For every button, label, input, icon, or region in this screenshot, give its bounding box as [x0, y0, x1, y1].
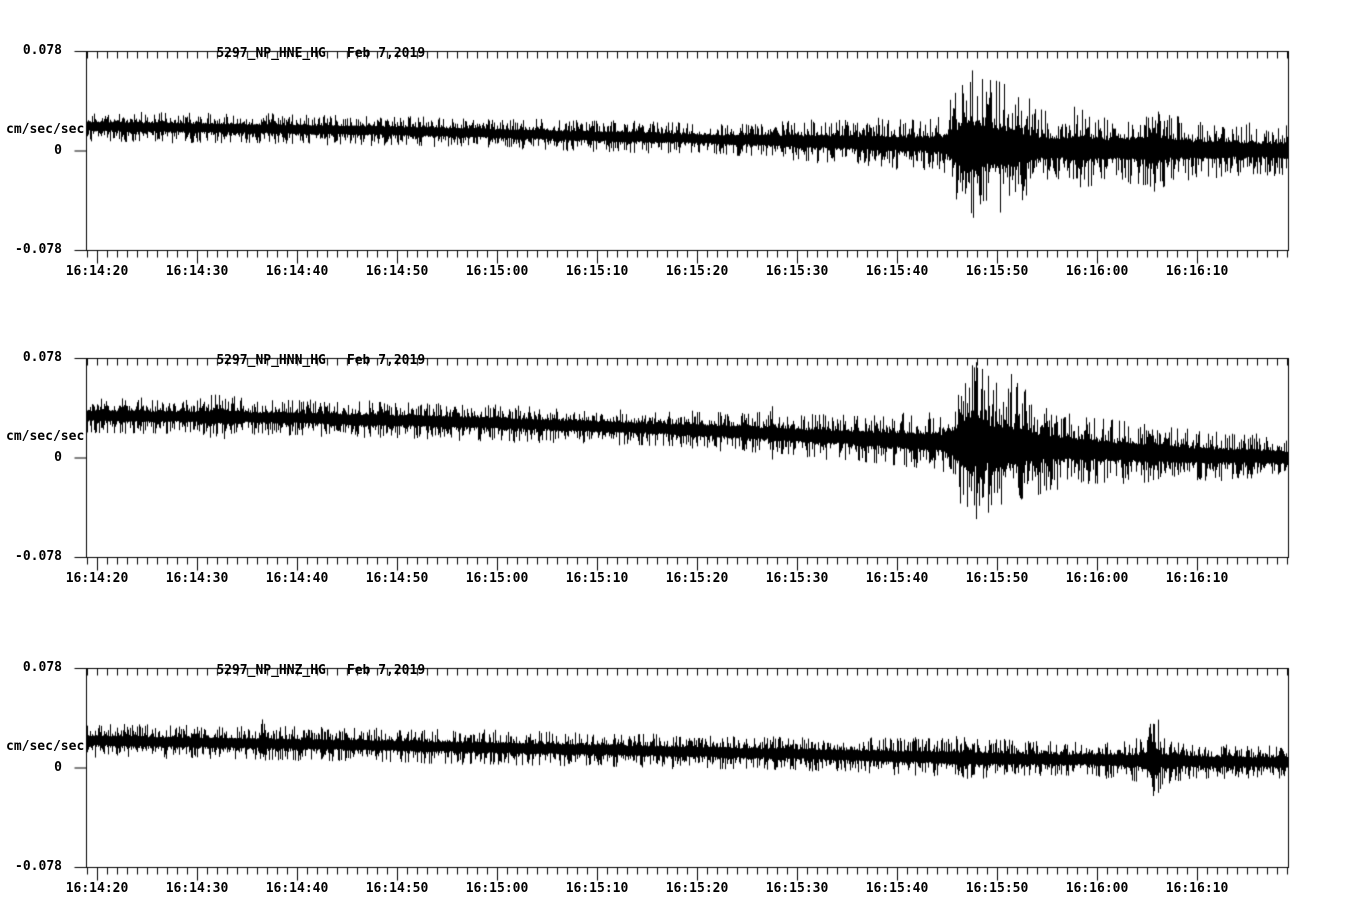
- x-tick-label: 16:16:00: [1065, 881, 1129, 896]
- trace-date: Feb 7,2019: [346, 46, 426, 61]
- x-tick-label: 16:14:40: [265, 881, 329, 896]
- x-tick-label: 16:16:10: [1165, 881, 1229, 896]
- x-tick-label: 16:14:50: [365, 571, 429, 586]
- x-tick-label: 16:15:20: [665, 571, 729, 586]
- x-tick-label: 16:16:00: [1065, 571, 1129, 586]
- x-tick-label: 16:15:30: [765, 264, 829, 279]
- y-axis-unit: cm/sec/sec: [6, 429, 85, 444]
- x-tick-label: 16:15:50: [965, 571, 1029, 586]
- x-tick-label: 16:15:00: [465, 264, 529, 279]
- x-tick-label: 16:15:10: [565, 881, 629, 896]
- x-tick-label: 16:14:20: [65, 571, 129, 586]
- x-tick-label: 16:16:00: [1065, 264, 1129, 279]
- trace-date: Feb 7,2019: [346, 663, 426, 678]
- x-tick-label: 16:14:30: [165, 571, 229, 586]
- y-tick-min: -0.078: [15, 859, 62, 874]
- trace-title-hne: 5297_NP_HNE_HG Feb 7,2019: [185, 34, 425, 73]
- x-tick-label: 16:15:40: [865, 571, 929, 586]
- x-tick-label: 16:14:50: [365, 881, 429, 896]
- y-axis-unit: cm/sec/sec: [6, 122, 85, 137]
- y-tick-max: 0.078: [22, 660, 62, 675]
- x-tick-label: 16:15:10: [565, 264, 629, 279]
- y-tick-zero: 0: [54, 760, 62, 775]
- trace-date: Feb 7,2019: [346, 353, 426, 368]
- x-tick-label: 16:14:20: [65, 264, 129, 279]
- y-tick-max: 0.078: [22, 43, 62, 58]
- x-tick-label: 16:15:10: [565, 571, 629, 586]
- x-tick-label: 16:15:40: [865, 264, 929, 279]
- x-tick-label: 16:15:00: [465, 571, 529, 586]
- y-tick-zero: 0: [54, 450, 62, 465]
- x-tick-label: 16:16:10: [1165, 264, 1229, 279]
- x-tick-label: 16:16:10: [1165, 571, 1229, 586]
- y-tick-min: -0.078: [15, 242, 62, 257]
- y-tick-max: 0.078: [22, 350, 62, 365]
- x-tick-label: 16:15:20: [665, 264, 729, 279]
- channel-id: 5297_NP_HNE_HG: [216, 46, 326, 61]
- x-tick-label: 16:14:30: [165, 264, 229, 279]
- x-tick-label: 16:14:20: [65, 881, 129, 896]
- x-tick-label: 16:15:20: [665, 881, 729, 896]
- y-tick-zero: 0: [54, 143, 62, 158]
- channel-id: 5297_NP_HNZ_HG: [216, 663, 326, 678]
- x-tick-label: 16:14:30: [165, 881, 229, 896]
- x-tick-label: 16:15:30: [765, 571, 829, 586]
- trace-title-hnz: 5297_NP_HNZ_HG Feb 7,2019: [185, 651, 425, 690]
- x-tick-label: 16:15:50: [965, 881, 1029, 896]
- x-tick-label: 16:15:40: [865, 881, 929, 896]
- y-axis-unit: cm/sec/sec: [6, 739, 85, 754]
- trace-title-hnn: 5297_NP_HNN_HG Feb 7,2019: [185, 341, 425, 380]
- x-tick-label: 16:15:00: [465, 881, 529, 896]
- x-tick-label: 16:15:30: [765, 881, 829, 896]
- y-tick-min: -0.078: [15, 549, 62, 564]
- x-tick-label: 16:14:40: [265, 571, 329, 586]
- x-tick-label: 16:15:50: [965, 264, 1029, 279]
- x-tick-label: 16:14:40: [265, 264, 329, 279]
- x-tick-label: 16:14:50: [365, 264, 429, 279]
- channel-id: 5297_NP_HNN_HG: [216, 353, 326, 368]
